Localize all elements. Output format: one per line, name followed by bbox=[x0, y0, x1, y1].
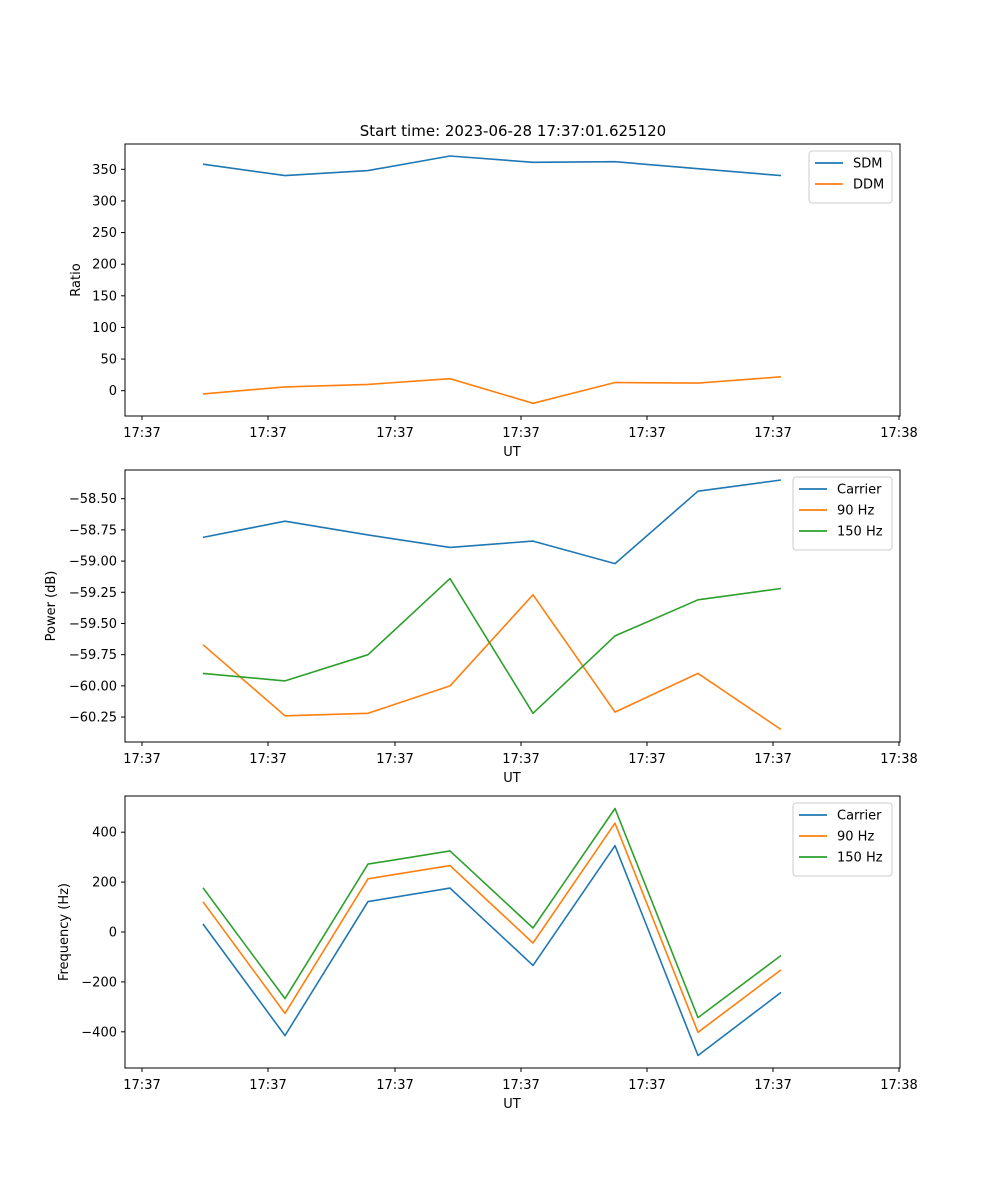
y-axis-label: Power (dB) bbox=[44, 571, 59, 642]
y-tick-label: 300 bbox=[92, 194, 117, 209]
y-tick-label: 400 bbox=[92, 826, 117, 841]
series-line-0 bbox=[202, 479, 782, 565]
legend-label: DDM bbox=[853, 178, 884, 193]
y-tick-label: −58.50 bbox=[69, 492, 117, 507]
series-line-0 bbox=[202, 155, 782, 177]
y-tick-label: −59.00 bbox=[69, 555, 117, 570]
y-tick-label: 0 bbox=[109, 926, 117, 941]
y-tick-label: −60.25 bbox=[69, 711, 117, 726]
series-line-2 bbox=[202, 807, 782, 1019]
chart-panel-3: 17:37 17:37 17:37 17:37 17:37 17:37 17:38 −400 −… bbox=[57, 795, 918, 1112]
y-tick-label: 250 bbox=[92, 226, 117, 241]
series-line-0 bbox=[202, 844, 782, 1057]
x-tick-label: 17:37 bbox=[249, 1078, 286, 1093]
x-axis-label: UT bbox=[503, 771, 521, 786]
y-tick-label: −59.75 bbox=[69, 648, 117, 663]
series-line-1 bbox=[202, 593, 782, 731]
series-line-2 bbox=[202, 577, 782, 715]
y-tick-label: −59.50 bbox=[69, 617, 117, 632]
axes-frame bbox=[124, 795, 901, 1069]
series-line-1 bbox=[202, 376, 782, 405]
y-tick-label: 50 bbox=[100, 353, 117, 368]
x-tick-label: 17:37 bbox=[754, 1078, 791, 1093]
x-tick-label: 17:37 bbox=[249, 752, 286, 767]
chart-panel-2: 17:37 17:37 17:37 17:37 17:37 17:37 17:38 −60.2… bbox=[44, 469, 918, 786]
y-tick-label: 200 bbox=[92, 876, 117, 891]
x-tick-label: 17:37 bbox=[628, 1078, 665, 1093]
x-tick-label: 17:38 bbox=[880, 1078, 917, 1093]
y-axis-label: Ratio bbox=[69, 263, 84, 296]
legend: Carrier 90 Hz 150 Hz bbox=[792, 802, 893, 877]
y-tick-label: 350 bbox=[92, 163, 117, 178]
y-tick-label: −200 bbox=[81, 975, 117, 990]
y-tick-label: 0 bbox=[109, 384, 117, 399]
legend-label: 150 Hz bbox=[837, 525, 883, 540]
x-tick-label: 17:37 bbox=[628, 426, 665, 441]
x-tick-label: 17:38 bbox=[880, 752, 917, 767]
chart-panels: 17:37 17:37 17:37 17:37 17:37 17:37 17:38 0 50 10… bbox=[44, 143, 918, 1112]
x-tick-label: 17:37 bbox=[502, 1078, 539, 1093]
x-tick-label: 17:37 bbox=[123, 426, 160, 441]
legend-label: 90 Hz bbox=[837, 830, 874, 845]
axes-frame bbox=[124, 143, 901, 417]
chart-panel-1: 17:37 17:37 17:37 17:37 17:37 17:37 17:38 0 50 10… bbox=[69, 143, 918, 460]
y-axis-label: Frequency (Hz) bbox=[57, 883, 72, 981]
x-tick-label: 17:37 bbox=[376, 1078, 413, 1093]
legend-label: Carrier bbox=[837, 809, 882, 824]
legend: Carrier 90 Hz 150 Hz bbox=[792, 476, 893, 551]
x-tick-label: 17:38 bbox=[880, 426, 917, 441]
y-tick-label: −58.75 bbox=[69, 523, 117, 538]
x-tick-label: 17:37 bbox=[123, 752, 160, 767]
y-tick-label: 150 bbox=[92, 289, 117, 304]
x-tick-label: 17:37 bbox=[628, 752, 665, 767]
x-tick-label: 17:37 bbox=[502, 752, 539, 767]
series-line-1 bbox=[202, 822, 782, 1034]
x-tick-label: 17:37 bbox=[502, 426, 539, 441]
legend-label: Carrier bbox=[837, 483, 882, 498]
x-tick-label: 17:37 bbox=[249, 426, 286, 441]
y-tick-label: 200 bbox=[92, 258, 117, 273]
axes-frame bbox=[124, 469, 901, 743]
y-tick-label: −60.00 bbox=[69, 679, 117, 694]
x-tick-label: 17:37 bbox=[376, 752, 413, 767]
y-tick-label: −400 bbox=[81, 1025, 117, 1040]
x-axis-label: UT bbox=[503, 445, 521, 460]
legend-label: 90 Hz bbox=[837, 504, 874, 519]
legend: SDM DDM bbox=[808, 150, 893, 204]
x-tick-label: 17:37 bbox=[754, 426, 791, 441]
y-tick-label: −59.25 bbox=[69, 586, 117, 601]
legend-label: SDM bbox=[853, 157, 882, 172]
figure-title: Start time: 2023-06-28 17:37:01.625120 bbox=[360, 122, 666, 140]
legend-label: 150 Hz bbox=[837, 851, 883, 866]
y-tick-label: 100 bbox=[92, 321, 117, 336]
legend-box bbox=[808, 150, 893, 204]
x-tick-label: 17:37 bbox=[754, 752, 791, 767]
x-tick-label: 17:37 bbox=[123, 1078, 160, 1093]
x-tick-label: 17:37 bbox=[376, 426, 413, 441]
x-axis-label: UT bbox=[503, 1097, 521, 1112]
